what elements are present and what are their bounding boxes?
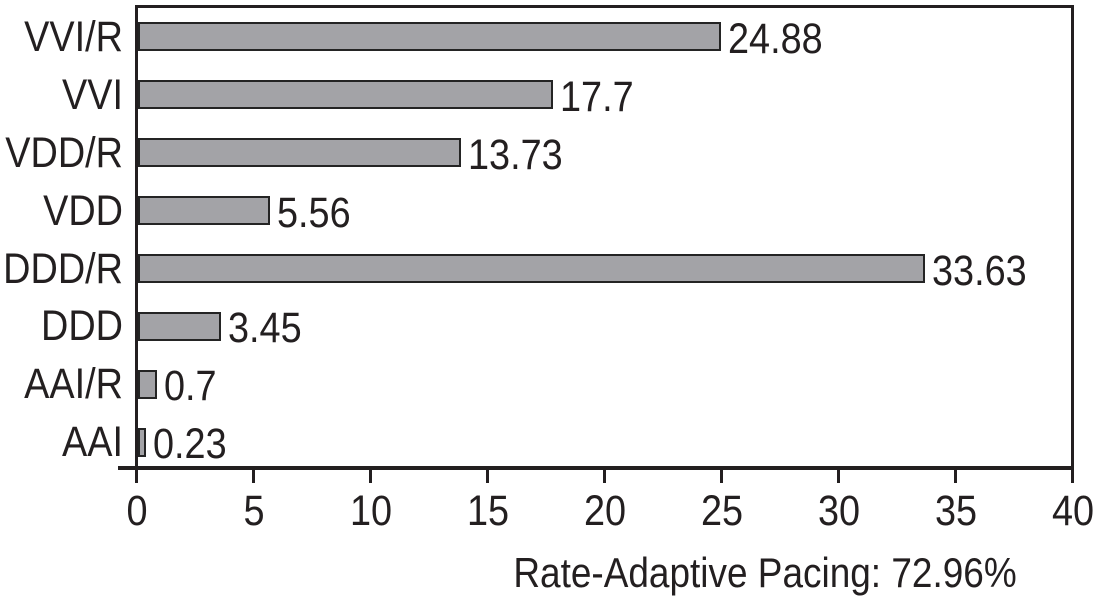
chart-caption: Rate-Adaptive Pacing: 72.96% (513, 549, 1017, 596)
value-label-vvi: 17.7 (560, 72, 635, 121)
x-axis-line-extension (118, 466, 136, 470)
x-axis-tick-0 (135, 470, 138, 483)
bar-aai-r (138, 369, 157, 399)
x-axis-tick-label-20: 20 (583, 487, 626, 535)
value-label-ddd-r: 33.63 (931, 246, 1027, 295)
value-label-ddd: 3.45 (228, 304, 302, 353)
x-axis-tick-label-40: 40 (1051, 487, 1094, 535)
x-axis-tick-35 (954, 470, 957, 483)
x-axis-tick-10 (369, 470, 372, 483)
x-axis-tick-20 (603, 470, 606, 483)
value-label-vdd: 5.56 (277, 188, 351, 237)
category-label-vvi: VVI (62, 70, 123, 119)
x-axis-tick-5 (252, 470, 255, 483)
category-label-vdd: VDD (43, 186, 123, 235)
x-axis-tick-15 (486, 470, 489, 483)
x-axis-tick-40 (1071, 470, 1074, 483)
bar-aai (138, 427, 146, 457)
x-axis-tick-label-15: 15 (466, 487, 509, 535)
x-axis-tick-label-25: 25 (700, 487, 743, 535)
caption-container: Rate-Adaptive Pacing: 72.96% (420, 551, 1102, 595)
bar-vdd-r (138, 138, 461, 168)
x-axis-tick-label-35: 35 (934, 487, 977, 535)
x-axis-tick-label-0: 0 (125, 487, 148, 535)
x-axis-tick-label-10: 10 (349, 487, 392, 535)
category-label-vvi-r: VVI/R (24, 13, 123, 61)
bar-vdd (138, 196, 271, 226)
value-label-vdd-r: 13.73 (467, 130, 563, 179)
category-label-ddd: DDD (41, 302, 123, 351)
value-label-aai-r: 0.7 (163, 362, 217, 411)
x-axis-tick-25 (720, 470, 723, 483)
value-label-aai: 0.23 (152, 420, 227, 469)
category-label-aai: AAI (62, 418, 123, 467)
category-label-ddd-r: DDD/R (3, 244, 123, 293)
x-axis-tick-30 (837, 470, 840, 483)
category-label-vdd-r: VDD/R (5, 128, 124, 177)
bar-vvi (138, 80, 554, 110)
value-label-vvi-r: 24.88 (727, 15, 823, 63)
bar-vvi-r (138, 22, 721, 52)
bar-ddd-r (138, 254, 925, 283)
x-axis-tick-label-30: 30 (817, 487, 860, 535)
bar-ddd (138, 311, 221, 341)
x-axis-tick-label-5: 5 (242, 487, 265, 535)
category-label-aai-r: AAI/R (24, 360, 123, 409)
